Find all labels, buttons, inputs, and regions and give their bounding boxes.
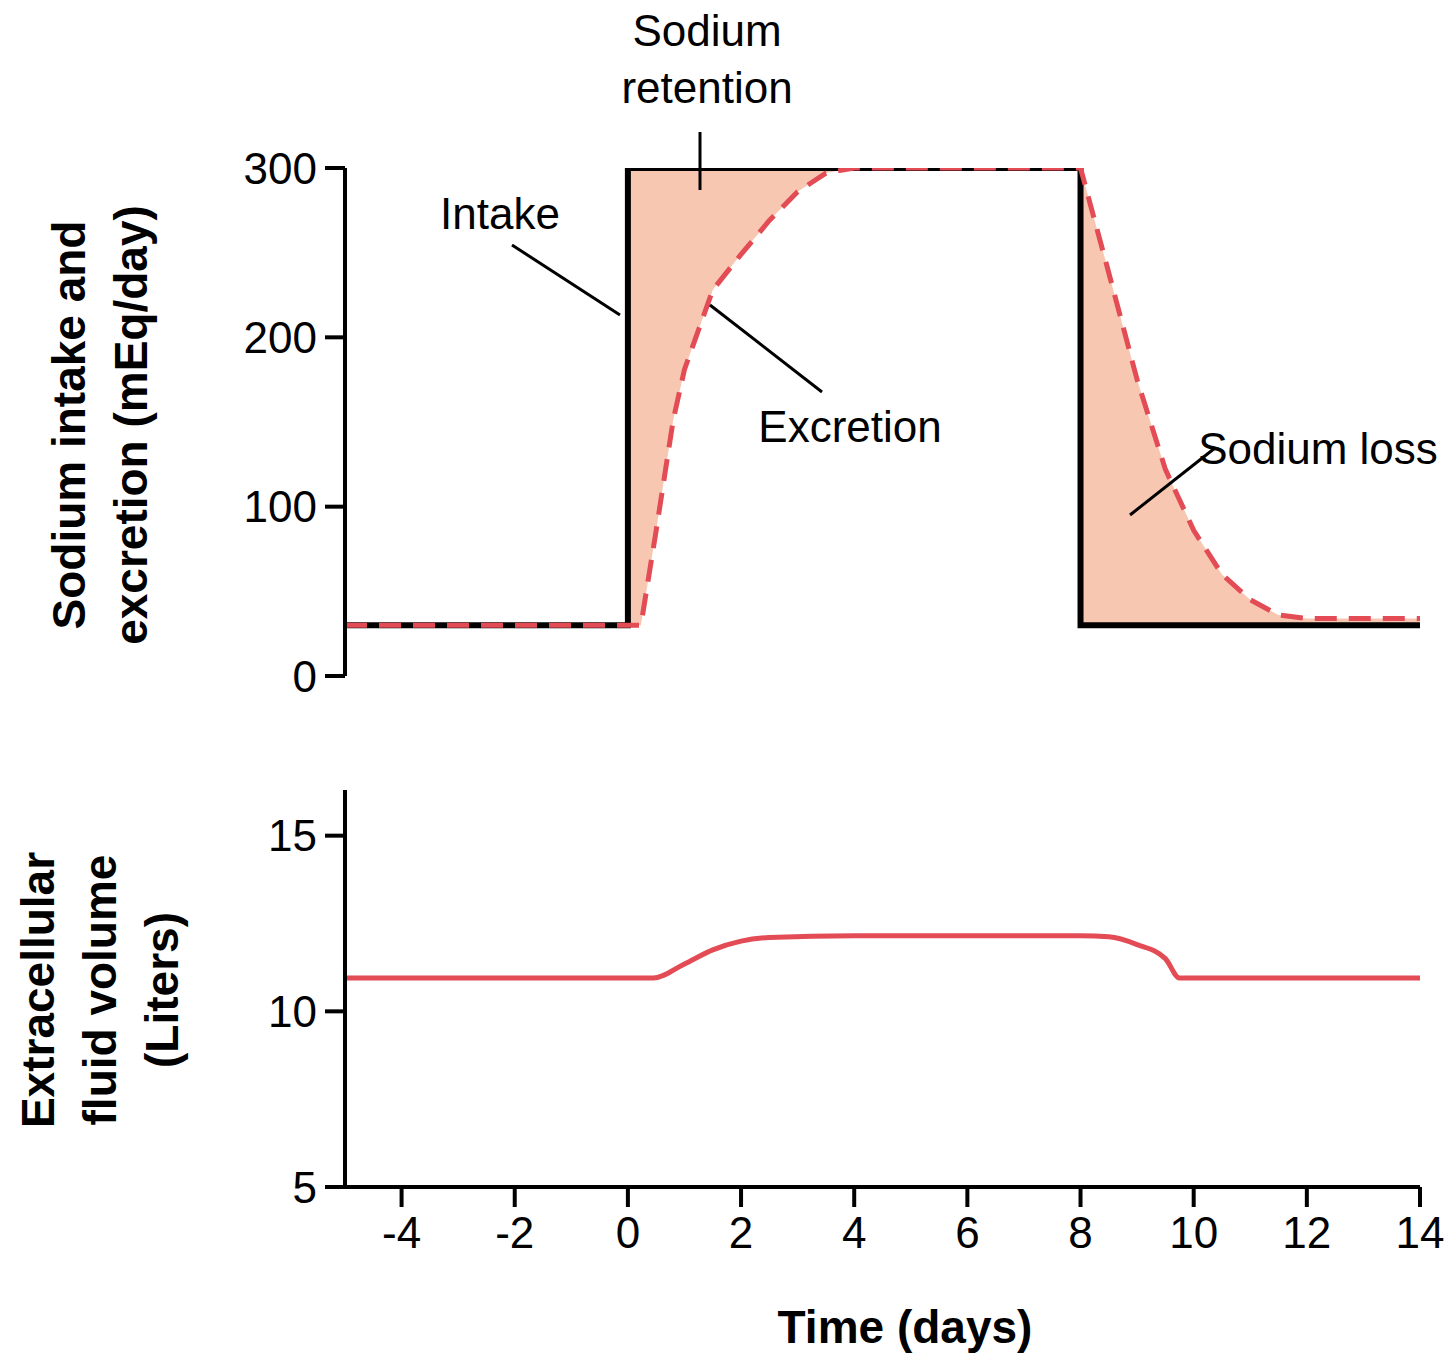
svg-text:300: 300 (244, 144, 317, 193)
svg-text:5: 5 (293, 1163, 317, 1212)
html-text:Sodium intake and excretion (m: Sodium intake and excretion (mEq/day) (42, 205, 157, 645)
svg-text:12: 12 (1282, 1208, 1331, 1257)
svg-text:10: 10 (268, 987, 317, 1036)
svg-text:-2: -2 (495, 1208, 534, 1257)
html-text:Excretion: Excretion (758, 402, 942, 451)
html-text:Intake: Intake (440, 189, 560, 238)
svg-text:10: 10 (1169, 1208, 1218, 1257)
svg-text:8: 8 (1068, 1208, 1092, 1257)
svg-text:0: 0 (293, 652, 317, 701)
svg-text:4: 4 (842, 1208, 866, 1257)
svg-text:14: 14 (1396, 1208, 1441, 1257)
html-text:Sodium retention: Sodium retention (621, 6, 793, 113)
svg-text:200: 200 (244, 313, 317, 362)
svg-text:100: 100 (244, 482, 317, 531)
html-text:Sodium loss: Sodium loss (1198, 424, 1438, 473)
svg-text:6: 6 (955, 1208, 979, 1257)
svg-text:-4: -4 (382, 1208, 421, 1257)
svg-text:15: 15 (268, 811, 317, 860)
svg-text:0: 0 (616, 1208, 640, 1257)
html-text:Extracellular fluid volume (Li: Extracellular fluid volume (Liters) (11, 851, 188, 1129)
svg-text:2: 2 (729, 1208, 753, 1257)
html-text:Time (days): Time (days) (777, 1301, 1033, 1353)
